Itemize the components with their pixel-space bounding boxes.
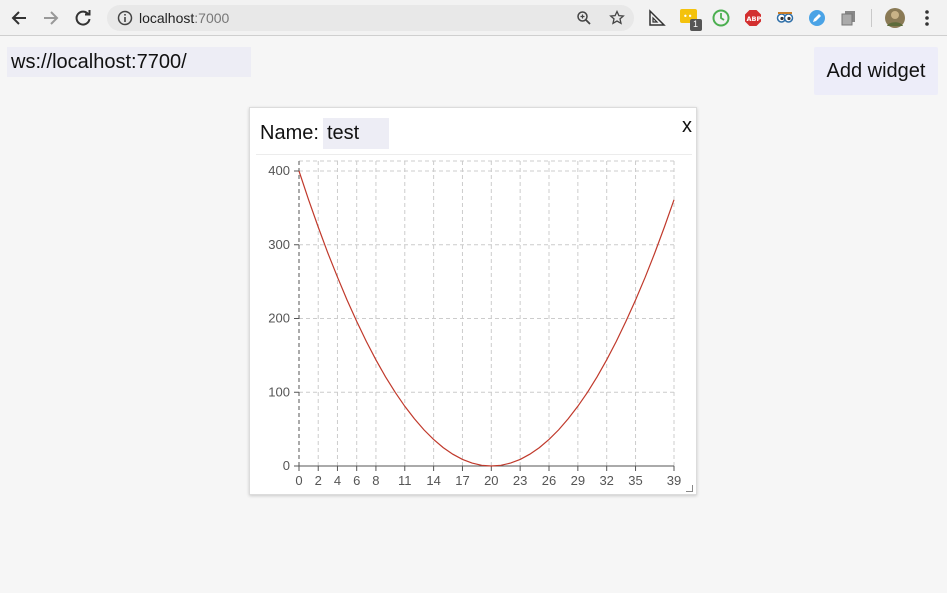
mail-badge-icon[interactable]: •• 1 (680, 9, 702, 31)
widget-divider (256, 154, 692, 155)
y-tick-label: 0 (283, 458, 290, 473)
name-label: Name: (260, 122, 319, 144)
x-tick-label: 6 (353, 473, 360, 488)
widget-name-input[interactable] (323, 118, 389, 149)
extension-badge: 1 (693, 19, 699, 29)
zoom-icon[interactable] (576, 10, 592, 26)
y-tick-label: 300 (268, 237, 290, 252)
url-text[interactable]: localhost:7000 (139, 10, 229, 26)
x-tick-label: 39 (667, 473, 681, 488)
svg-text:••: •• (683, 12, 692, 21)
x-tick-label: 2 (315, 473, 322, 488)
add-widget-button[interactable]: Add widget (814, 47, 938, 95)
back-icon[interactable] (7, 6, 31, 30)
url-port: :7000 (194, 10, 230, 26)
y-tick-label: 200 (268, 311, 290, 326)
url-host: localhost (139, 10, 195, 26)
svg-text:ABP: ABP (747, 15, 762, 23)
address-bar[interactable]: localhost:7000 (107, 5, 634, 31)
bookmark-star-icon[interactable] (609, 9, 625, 26)
x-tick-label: 14 (426, 473, 440, 488)
y-tick-label: 400 (268, 163, 290, 178)
pen-icon[interactable] (808, 9, 826, 27)
eyes-icon[interactable] (776, 9, 794, 27)
reload-icon[interactable] (71, 6, 95, 30)
y-tick-label: 100 (268, 384, 290, 399)
ruler-icon[interactable] (648, 9, 666, 27)
menu-dots-icon[interactable] (918, 9, 936, 27)
x-tick-label: 4 (334, 473, 341, 488)
clock-icon[interactable] (712, 9, 730, 27)
avatar[interactable] (884, 7, 906, 29)
x-tick-label: 35 (628, 473, 642, 488)
toolbar-separator (871, 9, 872, 27)
resize-handle[interactable] (686, 485, 693, 492)
browser-toolbar: localhost:7000 •• 1 ABP (0, 0, 947, 36)
forward-icon[interactable] (39, 6, 63, 30)
x-tick-label: 17 (455, 473, 469, 488)
info-icon[interactable] (117, 10, 133, 26)
copy-icon[interactable] (840, 9, 858, 27)
chart-widget[interactable]: Name: x 02468111417202326293235390100200… (249, 107, 697, 495)
series-line (298, 170, 675, 467)
x-tick-label: 23 (513, 473, 527, 488)
x-tick-label: 0 (295, 473, 302, 488)
x-tick-label: 29 (571, 473, 585, 488)
x-tick-label: 11 (398, 473, 412, 488)
x-tick-label: 32 (599, 473, 613, 488)
close-widget-button[interactable]: x (682, 115, 692, 137)
websocket-url-input[interactable] (7, 47, 251, 77)
x-tick-label: 8 (372, 473, 379, 488)
x-tick-label: 26 (542, 473, 556, 488)
x-tick-label: 20 (484, 473, 498, 488)
adblock-icon[interactable]: ABP (744, 9, 762, 27)
